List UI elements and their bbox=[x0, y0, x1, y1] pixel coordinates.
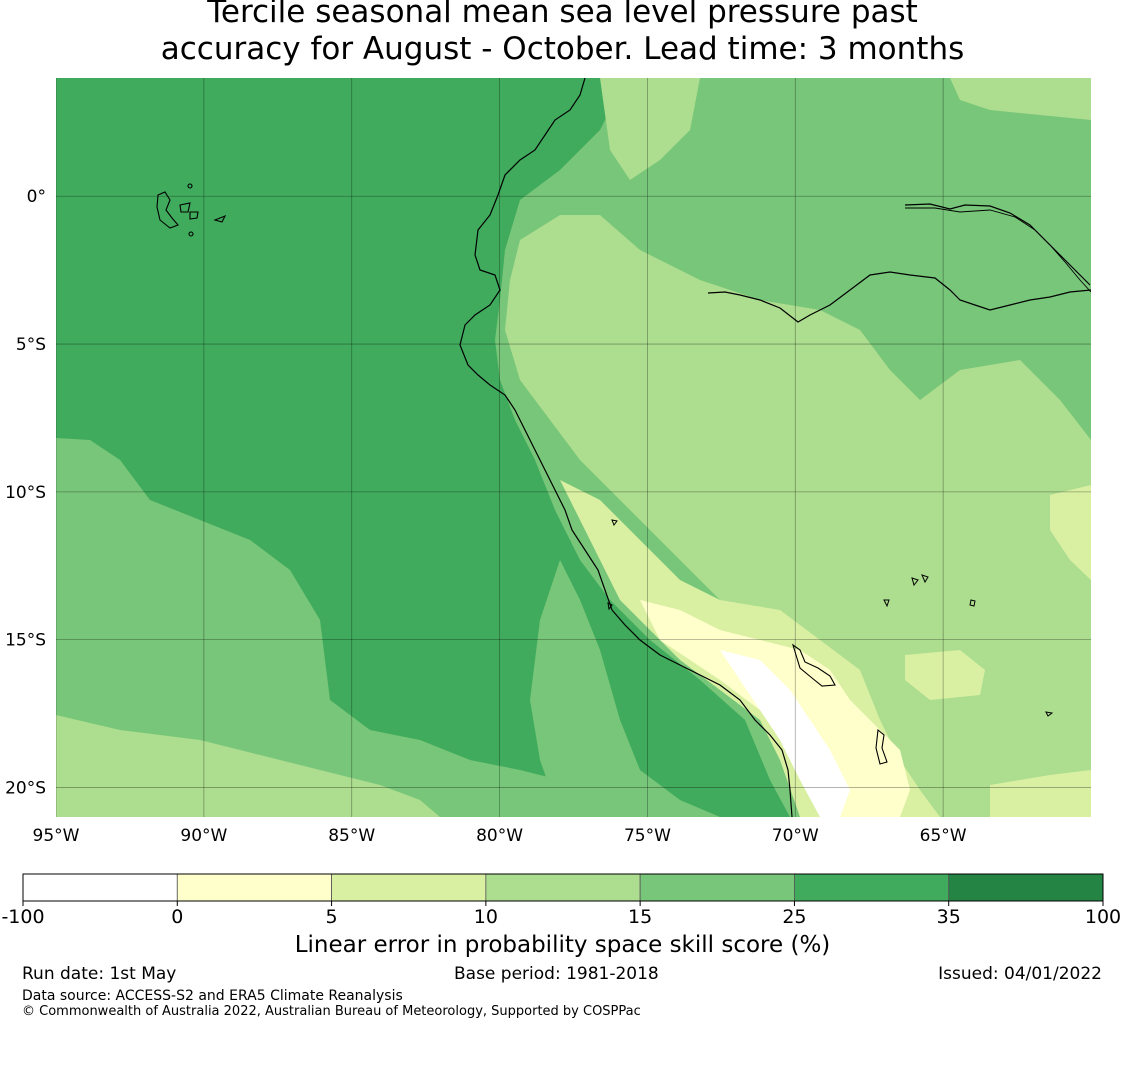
mid-east-patch-skill-5-10 bbox=[905, 650, 985, 700]
colorbar-tick-label: 100 bbox=[1085, 906, 1121, 928]
longitude-tick-label: 80°W bbox=[476, 826, 523, 846]
title-line-2: accuracy for August - October. Lead time… bbox=[160, 31, 965, 67]
colorbar-tick-label: 25 bbox=[782, 906, 806, 928]
copyright: © Commonwealth of Australia 2022, Austra… bbox=[22, 1004, 641, 1019]
colorbar-tick-label: 10 bbox=[474, 906, 498, 928]
colorbar-label: Linear error in probability space skill … bbox=[294, 932, 831, 958]
amazon-river bbox=[904, 203, 1091, 286]
east-patch-skill-5-10 bbox=[1050, 485, 1091, 580]
base-period: Base period: 1981-2018 bbox=[454, 964, 659, 984]
longitude-tick-label: 75°W bbox=[624, 826, 671, 846]
lake-titicaca bbox=[792, 643, 836, 687]
galapagos-islands bbox=[156, 183, 227, 237]
issued-date: Issued: 04/01/2022 bbox=[938, 964, 1102, 984]
data-source: Data source: ACCESS-S2 and ERA5 Climate … bbox=[22, 988, 403, 1004]
chart-title: Tercile seasonal mean sea level pressure… bbox=[0, 0, 1125, 68]
ocean-sw-skill-15-25 bbox=[56, 438, 700, 817]
colorbar-segment bbox=[794, 873, 950, 902]
colorbar-tick-label: 15 bbox=[628, 906, 652, 928]
land-skill-below-0 bbox=[720, 650, 850, 817]
longitude-tick-labels: 95°W 90°W 85°W 80°W 75°W 70°W 65°W bbox=[33, 826, 967, 846]
coastline-south-america bbox=[459, 78, 793, 817]
colorbar-tick-label: 0 bbox=[171, 906, 183, 928]
amazon-river-bank bbox=[905, 207, 1091, 293]
coastal-bulge-skill-15-25 bbox=[530, 560, 720, 817]
colorbar-segment bbox=[22, 873, 178, 902]
ocean-sw-skill-10-15 bbox=[56, 715, 440, 817]
latitude-tick-label: 5°S bbox=[16, 335, 46, 355]
latitude-tick-label: 20°S bbox=[5, 778, 46, 798]
latitude-tick-label: 0° bbox=[27, 187, 46, 207]
colorbar-outline bbox=[22, 873, 1104, 902]
longitude-tick-label: 65°W bbox=[920, 826, 967, 846]
longitude-tick-label: 95°W bbox=[33, 826, 80, 846]
small-lakes bbox=[607, 519, 1054, 717]
longitude-tick-label: 85°W bbox=[328, 826, 375, 846]
south-east-patch-skill-5-10 bbox=[990, 770, 1091, 817]
north-patch-skill-10-15 bbox=[950, 78, 1091, 120]
map-area bbox=[56, 78, 1091, 817]
colorbar-segment bbox=[485, 873, 641, 902]
graticule bbox=[56, 78, 1091, 817]
latitude-tick-label: 15°S bbox=[5, 631, 46, 651]
colorbar-tick-label: 5 bbox=[326, 906, 338, 928]
north-patch-2-skill-10-15 bbox=[600, 78, 700, 180]
colorbar bbox=[22, 873, 1104, 902]
latitude-tick-labels: 0° 5°S 10°S 15°S 20°S bbox=[5, 187, 46, 798]
longitude-tick-label: 70°W bbox=[772, 826, 819, 846]
title-line-1: Tercile seasonal mean sea level pressure… bbox=[207, 0, 918, 30]
run-date: Run date: 1st May bbox=[22, 964, 177, 984]
colorbar-tick-label: 35 bbox=[937, 906, 961, 928]
lake-poopo bbox=[875, 728, 888, 765]
colorbar-segment bbox=[176, 873, 332, 902]
longitude-tick-label: 90°W bbox=[180, 826, 227, 846]
colorbar-tick-labels: -100 0 5 10 15 25 35 100 bbox=[1, 901, 1121, 928]
colorbar-segment bbox=[639, 873, 795, 902]
colorbar-segment bbox=[948, 873, 1104, 902]
colorbar-tick-label: -100 bbox=[1, 906, 44, 928]
latitude-tick-label: 10°S bbox=[5, 483, 46, 503]
colorbar-segment bbox=[331, 873, 487, 902]
maranon-river bbox=[707, 271, 1091, 323]
